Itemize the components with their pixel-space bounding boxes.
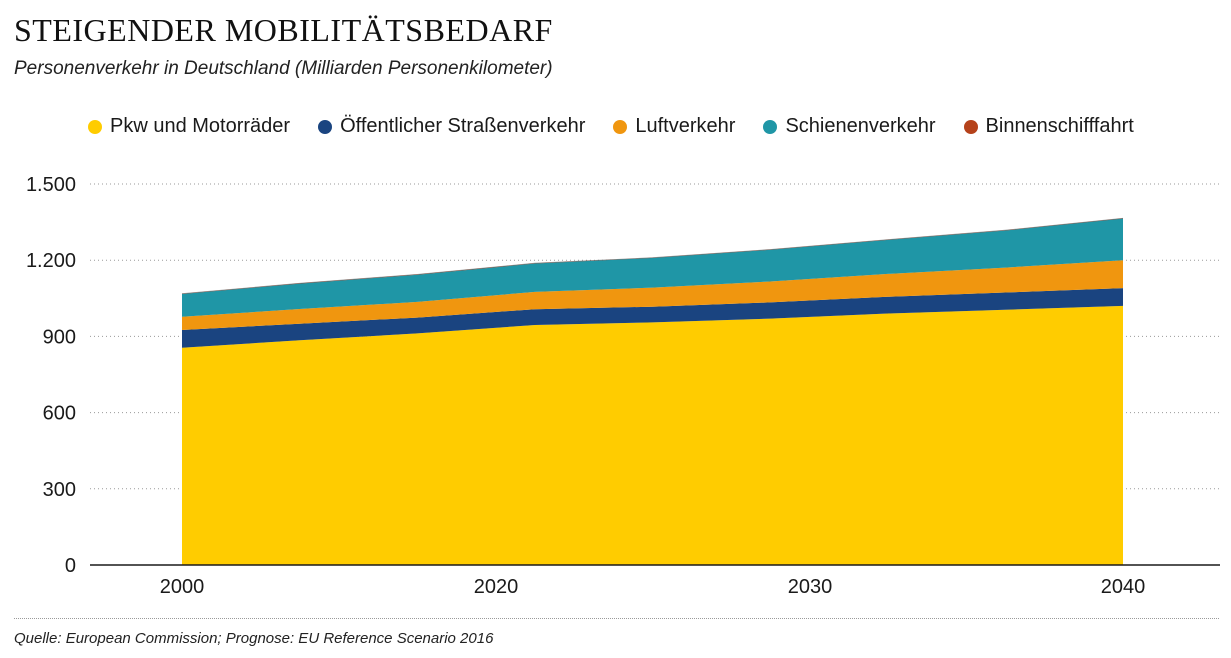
y-tick-label: 900: [43, 326, 76, 348]
legend-label: Luftverkehr: [635, 115, 736, 137]
area-series-luftverkehr: [182, 260, 1123, 330]
y-tick-label: 1.200: [26, 250, 76, 272]
legend-dot-icon: [613, 119, 628, 134]
y-tick-label: 0: [65, 555, 76, 577]
footer-divider: [14, 618, 1219, 619]
legend-item-oepnv: Öffentlicher Straßenverkehr: [318, 115, 585, 138]
legend-label: Binnenschifffahrt: [985, 115, 1134, 137]
x-tick-label: 2030: [788, 576, 833, 598]
legend-dot-icon: [88, 119, 102, 134]
area-series-öffentlicher-straßenverkehr: [182, 288, 1123, 348]
y-tick-label: 600: [43, 403, 76, 425]
x-tick-label: 2000: [160, 576, 205, 598]
y-tick-label: 300: [43, 479, 76, 501]
legend-item-luftverkehr: Luftverkehr: [613, 115, 735, 138]
x-tick-label: 2040: [1101, 576, 1146, 598]
source-note: Quelle: European Commission; Prognose: E…: [14, 630, 494, 647]
legend: Pkw und Motorräder Öffentlicher Straßenv…: [88, 115, 1134, 138]
legend-label: Schienenverkehr: [785, 115, 936, 137]
area-series-schienenverkehr: [182, 218, 1123, 317]
legend-dot-icon: [763, 119, 778, 134]
legend-item-binnenschifffahrt: Binnenschifffahrt: [963, 115, 1134, 138]
legend-label: Öffentlicher Straßenverkehr: [340, 115, 586, 137]
area-top-outline: [181, 217, 1124, 295]
x-tick-label: 2020: [474, 576, 519, 598]
chart-title: STEIGENDER MOBILITÄTSBEDARF: [14, 12, 553, 48]
legend-dot-icon: [963, 119, 978, 134]
legend-dot-icon: [318, 119, 333, 134]
y-tick-label: 1.500: [26, 174, 76, 196]
area-series-pkw-und-motorräder: [182, 305, 1123, 565]
chart-subtitle: Personenverkehr in Deutschland (Milliard…: [14, 58, 553, 79]
legend-item-pkw: Pkw und Motorräder: [88, 115, 290, 138]
legend-item-schienenverkehr: Schienenverkehr: [763, 115, 936, 138]
legend-label: Pkw und Motorräder: [110, 115, 291, 137]
